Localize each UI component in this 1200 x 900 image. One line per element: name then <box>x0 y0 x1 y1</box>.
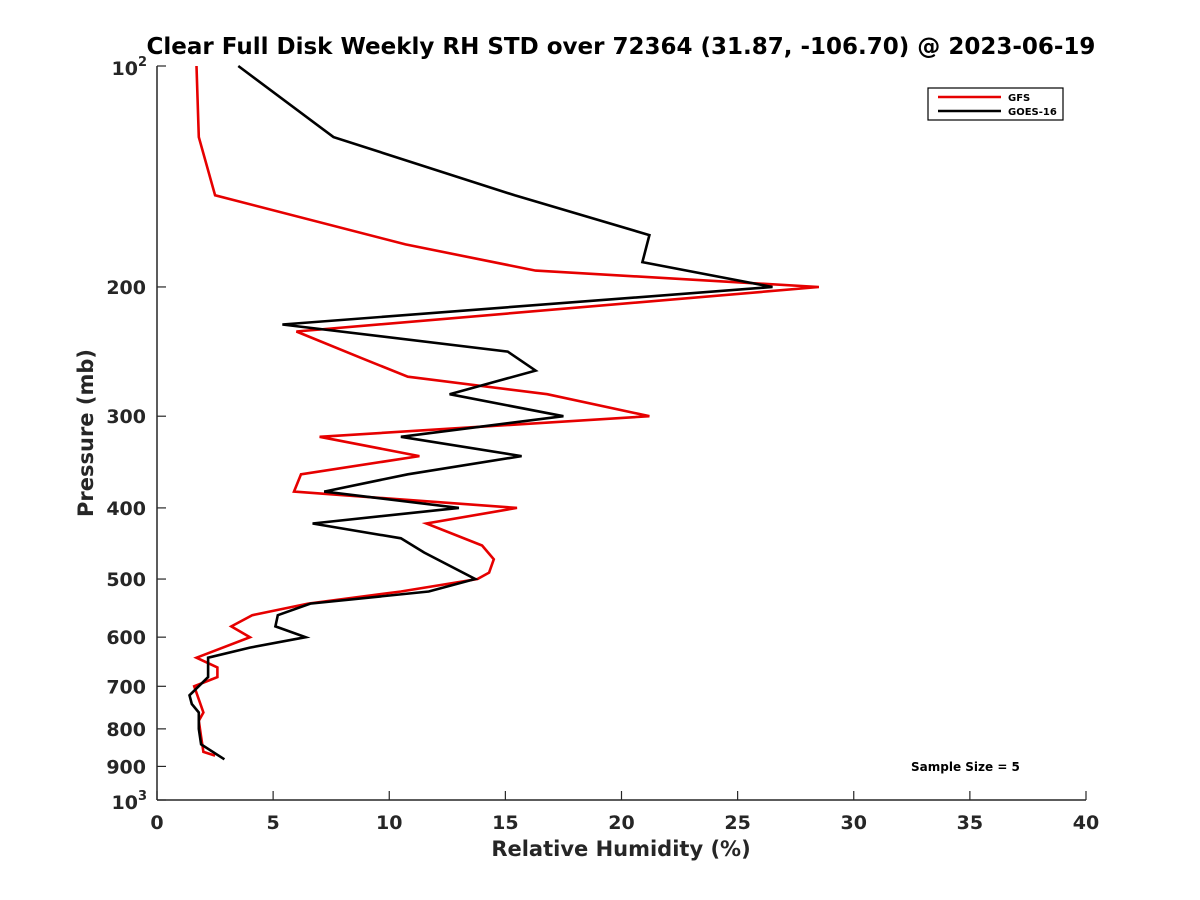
y-tick-label: 800 <box>106 719 146 741</box>
y-tick-label: 103 <box>112 789 148 814</box>
legend-label-goes16: GOES-16 <box>1008 107 1057 118</box>
y-tick-label: 200 <box>106 277 146 299</box>
plot-area: 0 5 10 15 20 25 30 35 40 102 200 300 400 500 600 700 80… <box>106 55 1099 834</box>
y-tick-label: 102 <box>112 55 148 80</box>
y-tick-label: 600 <box>106 627 146 649</box>
y-tick-label: 400 <box>106 498 146 520</box>
legend: GFS GOES-16 <box>927 87 1064 121</box>
x-tick-label: 40 <box>1073 812 1099 834</box>
series-lines <box>188 64 820 761</box>
y-axis-label: Pressure (mb) <box>74 349 98 517</box>
chart-title: Clear Full Disk Weekly RH STD over 72364… <box>147 34 1096 60</box>
x-tick-label: 15 <box>492 812 518 834</box>
y-axis-ticks: 102 200 300 400 500 600 700 800 900 103 <box>106 55 166 814</box>
y-tick-label: 700 <box>106 676 146 698</box>
legend-box <box>927 87 1064 121</box>
y-tick-label: 500 <box>106 569 146 591</box>
series-line-gfs <box>192 65 820 757</box>
x-tick-label: 20 <box>608 812 634 834</box>
x-tick-label: 10 <box>376 812 402 834</box>
series-line-goes16 <box>188 64 773 761</box>
x-tick-label: 5 <box>267 812 280 834</box>
y-tick-label: 900 <box>106 756 146 778</box>
x-axis-ticks: 0 5 10 15 20 25 30 35 40 <box>150 791 1099 834</box>
x-tick-label: 25 <box>724 812 750 834</box>
legend-label-gfs: GFS <box>1008 93 1030 104</box>
x-tick-label: 30 <box>841 812 867 834</box>
y-tick-label: 300 <box>106 406 146 428</box>
x-axis-label: Relative Humidity (%) <box>491 837 750 861</box>
x-tick-label: 35 <box>957 812 983 834</box>
x-tick-label: 0 <box>150 812 163 834</box>
sample-size-annotation: Sample Size = 5 <box>911 760 1020 774</box>
